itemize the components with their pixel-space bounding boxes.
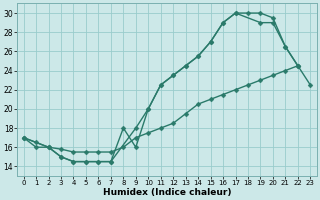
X-axis label: Humidex (Indice chaleur): Humidex (Indice chaleur)	[103, 188, 231, 197]
